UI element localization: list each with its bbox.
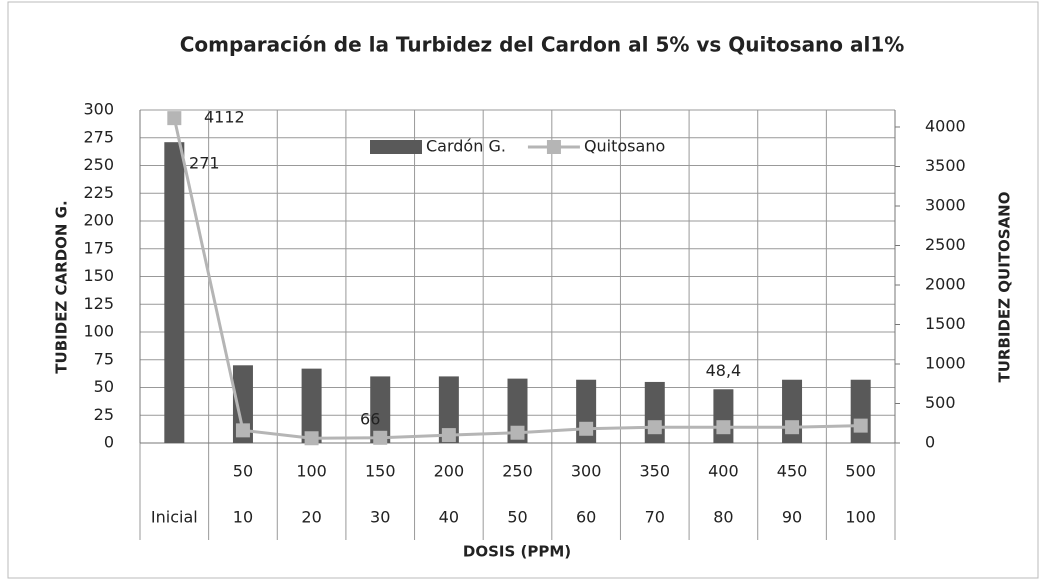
x-axis-title: DOSIS (PPM) [463, 543, 571, 561]
y2-axis-title: TURBIDEZ QUITOSANO [996, 192, 1014, 383]
legend-swatch [370, 140, 422, 154]
x-group-label: 10 [233, 508, 253, 527]
x-tick-label: 150 [365, 462, 396, 481]
y2-tick-label: 1000 [925, 353, 966, 372]
x-tick-label: 450 [777, 462, 808, 481]
y-axis-title: TUBIDEZ CARDON G. [53, 200, 71, 373]
y2-tick-label: 1500 [925, 314, 966, 333]
x-group-label: 40 [439, 508, 459, 527]
y-tick-label: 0 [104, 433, 114, 452]
x-group-label: Inicial [151, 508, 198, 527]
y-tick-label: 275 [83, 127, 114, 146]
legend-label: Quitosano [584, 137, 665, 156]
y-tick-label: 175 [83, 238, 114, 257]
x-tick-label: 50 [233, 462, 253, 481]
y2-tick-label: 4000 [925, 116, 966, 135]
y2-tick-label: 3000 [925, 195, 966, 214]
x-tick-label: 300 [571, 462, 602, 481]
y2-tick-label: 2500 [925, 235, 966, 254]
bar [370, 376, 391, 443]
x-group-label: 60 [576, 508, 596, 527]
legend-swatch [546, 140, 561, 154]
x-tick-label: 250 [502, 462, 533, 481]
marker [304, 431, 319, 446]
legend-label: Cardón G. [426, 137, 506, 156]
x-group-label: 70 [645, 508, 665, 527]
marker [167, 111, 182, 126]
y-tick-label: 125 [83, 294, 114, 313]
bar [850, 379, 871, 443]
y2-tick-label: 3500 [925, 156, 966, 175]
x-group-label: 30 [370, 508, 390, 527]
x-tick-label: 100 [296, 462, 327, 481]
y-tick-label: 100 [83, 322, 114, 341]
x-group-label: 100 [845, 508, 876, 527]
x-group-label: 20 [301, 508, 321, 527]
chart-title: Comparación de la Turbidez del Cardon al… [180, 33, 905, 57]
x-group-label: 80 [713, 508, 733, 527]
x-tick-label: 350 [639, 462, 670, 481]
data-label: 4112 [204, 108, 245, 127]
y2-tick-label: 2000 [925, 274, 966, 293]
marker [510, 425, 525, 440]
data-label: 66 [360, 409, 380, 428]
marker [716, 420, 731, 435]
x-tick-label: 500 [845, 462, 876, 481]
data-label: 48,4 [706, 361, 742, 380]
marker [785, 420, 800, 435]
y-tick-label: 50 [94, 377, 114, 396]
marker [853, 418, 868, 433]
marker [235, 423, 250, 438]
y-tick-label: 75 [94, 349, 114, 368]
y2-tick-label: 500 [925, 393, 956, 412]
marker [647, 420, 662, 435]
x-group-label: 50 [507, 508, 527, 527]
x-tick-label: 200 [434, 462, 465, 481]
bar [713, 389, 734, 443]
bar [164, 142, 185, 443]
x-tick-label: 400 [708, 462, 739, 481]
bar [438, 376, 459, 443]
x-group-label: 90 [782, 508, 802, 527]
marker [441, 428, 456, 443]
y-tick-label: 25 [94, 405, 114, 424]
y2-tick-label: 0 [925, 433, 935, 452]
y-tick-label: 300 [83, 100, 114, 119]
bar [301, 368, 322, 443]
chart-frame [7, 1, 1039, 579]
y-tick-label: 150 [83, 266, 114, 285]
y-tick-label: 225 [83, 183, 114, 202]
y-tick-label: 200 [83, 211, 114, 230]
data-label: 271 [189, 154, 220, 173]
marker [373, 430, 388, 445]
marker [579, 421, 594, 436]
y-tick-label: 250 [83, 155, 114, 174]
